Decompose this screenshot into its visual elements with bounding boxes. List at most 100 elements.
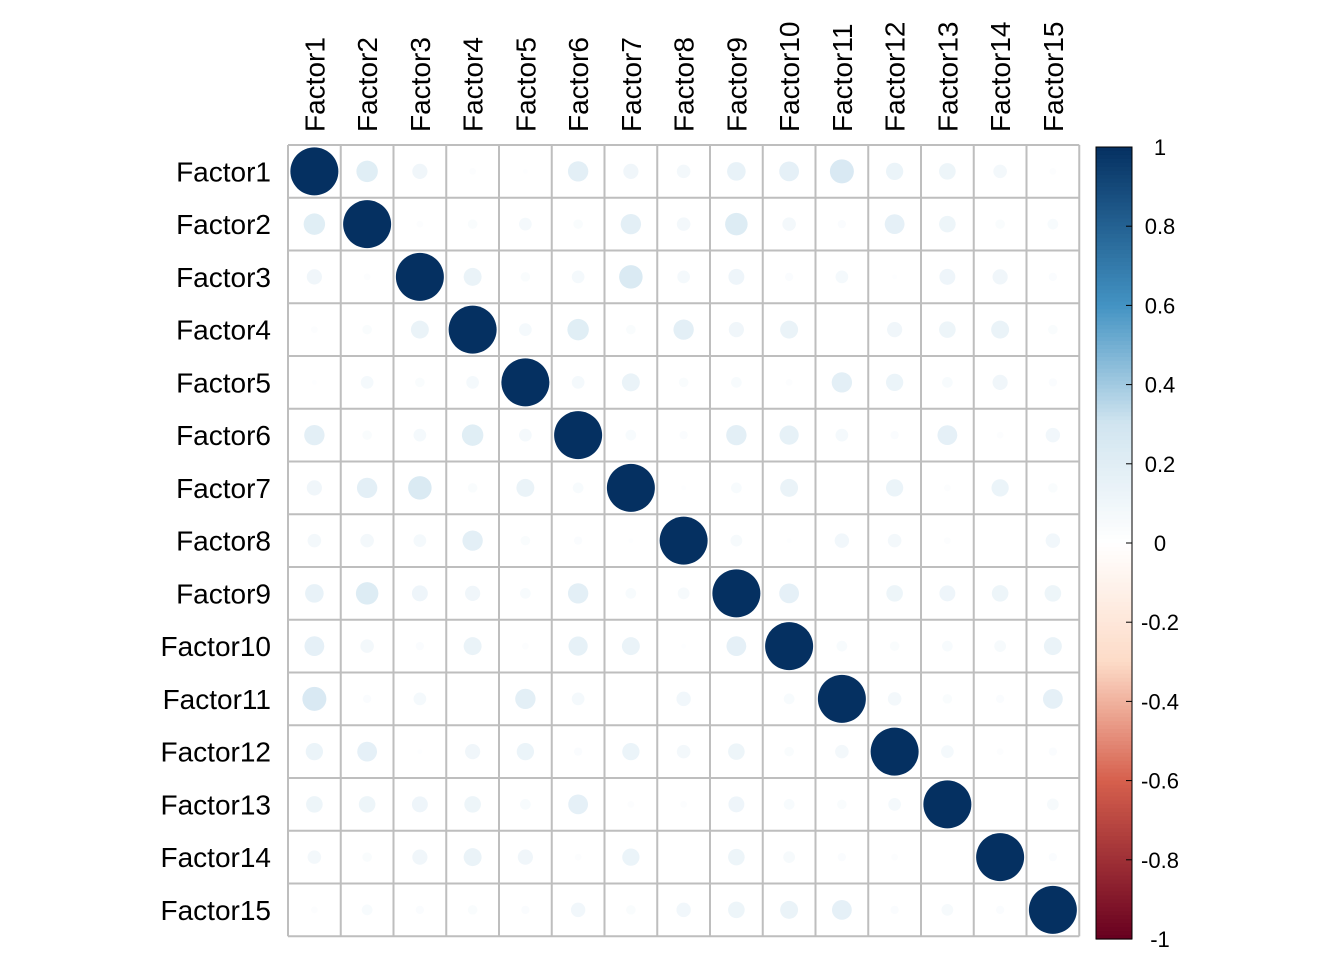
colorbar-segment [1096, 150, 1132, 156]
colorbar-segment [1096, 483, 1132, 489]
colorbar-segment [1096, 657, 1132, 663]
corr-circle-factor10-factor14 [994, 640, 1007, 653]
corr-circle-factor2-factor14 [995, 219, 1005, 229]
corr-circle-factor8-factor15 [1045, 533, 1061, 548]
colorbar-segment [1096, 756, 1132, 762]
corr-circle-factor3-factor12 [892, 274, 898, 280]
corr-circle-factor13-factor12 [888, 798, 901, 811]
colorbar-segment [1096, 701, 1132, 706]
corr-circle-factor7-factor5 [516, 478, 535, 497]
corr-circle-factor7-factor9 [731, 482, 742, 494]
colorbar-segment [1096, 693, 1132, 699]
corr-circle-factor4-factor9 [728, 322, 744, 338]
colorbar-segment [1096, 428, 1132, 433]
colorbar-segment [1096, 297, 1132, 303]
corr-circle-factor5-factor5 [501, 358, 550, 407]
colorbar-segment [1096, 788, 1132, 794]
corr-circle-factor13-factor2 [358, 796, 376, 813]
corr-circle-factor9-factor7 [625, 588, 637, 599]
corr-circle-factor15-factor4 [467, 905, 478, 915]
column-label: Factor9 [721, 37, 752, 132]
corr-circle-factor4-factor15 [1048, 324, 1058, 335]
corr-circle-factor1-factor2 [356, 160, 378, 183]
colorbar-segment [1096, 491, 1132, 497]
corr-circle-factor4-factor8 [673, 319, 694, 340]
colorbar-segment [1096, 642, 1132, 647]
corr-circle-factor6-factor5 [519, 428, 532, 442]
corr-circle-factor9-factor14 [991, 585, 1009, 602]
colorbar-segment [1096, 249, 1132, 255]
colorbar-segment [1096, 289, 1132, 295]
colorbar-segment [1096, 697, 1132, 702]
colorbar-segment [1096, 242, 1132, 247]
row-label: Factor4 [176, 315, 271, 346]
corr-circle-factor8-factor8 [659, 516, 708, 565]
corr-circle-factor1-factor3 [412, 163, 428, 179]
colorbar-segment [1096, 226, 1132, 231]
corr-circle-factor15-factor1 [310, 906, 318, 914]
corr-circle-factor1-factor12 [885, 162, 904, 181]
colorbar-segment [1096, 776, 1132, 782]
colorbar-segment [1096, 645, 1132, 651]
row-label: Factor12 [161, 737, 272, 768]
column-label: Factor2 [352, 37, 383, 132]
colorbar-segment [1096, 214, 1132, 219]
colorbar-segment [1096, 843, 1132, 849]
row-label: Factor3 [176, 262, 271, 293]
colorbar-segment [1096, 222, 1132, 227]
colorbar-segment [1096, 808, 1132, 813]
corr-circle-factor1-factor10 [779, 161, 800, 182]
corr-circle-factor12-factor6 [573, 747, 583, 756]
corr-circle-factor2-factor10 [782, 217, 796, 231]
corr-circle-factor9-factor9 [712, 569, 761, 618]
colorbar-segment [1096, 717, 1132, 722]
colorbar-segment [1096, 859, 1132, 865]
corr-circle-factor14-factor14 [976, 833, 1025, 882]
corr-circle-factor2-factor2 [343, 200, 392, 249]
colorbar-segment [1096, 598, 1132, 603]
colorbar-segment [1096, 269, 1132, 275]
colorbar-segment [1096, 927, 1132, 932]
corr-circle-factor15-factor15 [1028, 885, 1077, 934]
colorbar-segment [1096, 305, 1132, 310]
corr-circle-factor8-factor9 [730, 534, 743, 547]
corr-circle-factor12-factor9 [728, 743, 745, 760]
colorbar-segment [1096, 325, 1132, 330]
colorbar-segment [1096, 440, 1132, 445]
colorbar-segment [1096, 539, 1132, 544]
colorbar-segment [1096, 198, 1132, 204]
corr-circle-factor8-factor10 [786, 538, 792, 544]
colorbar-segment [1096, 360, 1132, 366]
colorbar-segment [1096, 792, 1132, 798]
corr-circle-factor2-factor11 [837, 219, 847, 229]
corr-circle-factor9-factor15 [1044, 585, 1062, 602]
corr-circle-factor5-factor12 [885, 373, 904, 392]
corr-circle-factor3-factor8 [677, 270, 690, 284]
colorbar-segment [1096, 669, 1132, 675]
corr-circle-factor5-factor14 [992, 374, 1008, 390]
corr-circle-factor15-factor8 [676, 902, 691, 918]
corr-circle-factor12-factor14 [996, 748, 1004, 756]
colorbar-segment [1096, 162, 1132, 168]
corr-circle-factor7-factor3 [408, 476, 432, 500]
colorbar-segment [1096, 744, 1132, 750]
colorbar-segment [1096, 606, 1132, 611]
colorbar-segment [1096, 840, 1132, 845]
colorbar-segment [1096, 816, 1132, 821]
corr-circle-factor8-factor12 [887, 533, 902, 548]
colorbar-tick-label: 0.8 [1145, 214, 1176, 239]
corr-circle-factor12-factor4 [465, 744, 481, 760]
corr-circle-factor11-factor15 [1042, 688, 1063, 709]
colorbar-segment [1096, 804, 1132, 809]
row-label: Factor1 [176, 156, 271, 187]
colorbar-segment [1096, 760, 1132, 766]
corr-circle-factor10-factor12 [889, 641, 900, 651]
corr-circle-factor14-factor3 [412, 849, 428, 865]
corr-circle-factor9-factor2 [355, 582, 379, 605]
corr-circle-factor12-factor10 [784, 746, 794, 757]
corr-circle-factor11-factor8 [676, 691, 691, 707]
corr-circle-factor8-factor1 [307, 533, 322, 548]
colorbar-segment [1096, 348, 1132, 354]
corr-circle-factor10-factor8 [681, 643, 687, 649]
corr-circle-factor6-factor14 [996, 431, 1004, 439]
